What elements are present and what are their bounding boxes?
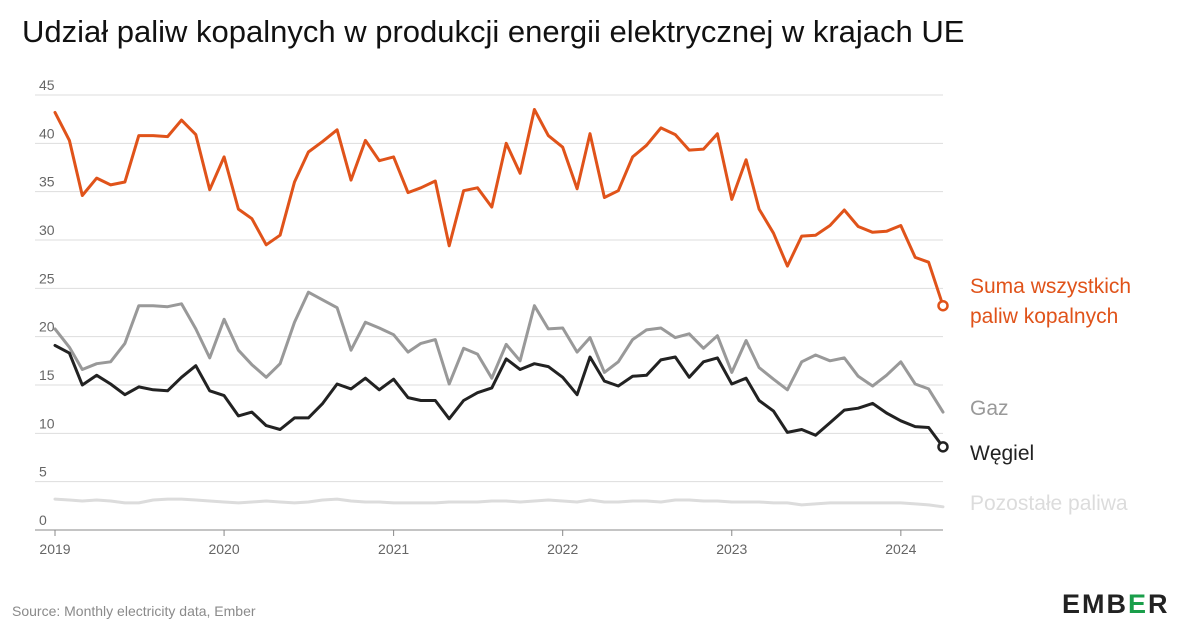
y-tick-label: 0 — [39, 512, 47, 528]
x-axis: 2019 2020 2021 2022 2023 2024 — [39, 530, 917, 557]
gridlines — [35, 94, 943, 531]
series-end-marker-wegiel — [937, 441, 949, 453]
series-end-marker-suma — [937, 299, 949, 312]
y-tick-label: 10 — [39, 415, 55, 431]
y-axis-ticks: 0 5 10 15 20 25 30 35 40 45 — [39, 77, 55, 528]
y-tick-label: 25 — [39, 270, 55, 286]
y-tick-label: 30 — [39, 222, 55, 238]
ember-logo: EMBER — [1062, 589, 1170, 619]
x-tick-label: 2021 — [378, 541, 409, 557]
series-line-wegiel — [53, 343, 945, 449]
series-lines — [53, 108, 949, 509]
series-line-gaz — [53, 290, 945, 414]
y-tick-label: 40 — [39, 125, 55, 141]
x-tick-label: 2020 — [208, 541, 239, 557]
series-label-gaz: Gaz — [970, 397, 1009, 420]
source-note: Source: Monthly electricity data, Ember — [12, 603, 256, 619]
series-label-wegiel: Węgiel — [970, 442, 1034, 465]
series-label-suma: paliw kopalnych — [970, 305, 1118, 328]
series-labels: Suma wszystkich paliw kopalnych Gaz Węgiel P… — [970, 275, 1131, 515]
series-line-suma — [53, 108, 945, 308]
y-tick-label: 5 — [39, 464, 47, 480]
series-line-pozostale — [53, 497, 945, 509]
x-tick-label: 2022 — [547, 541, 578, 557]
chart-title: Udział paliw kopalnych w produkcji energ… — [22, 14, 965, 49]
y-tick-label: 15 — [39, 367, 55, 383]
series-label-suma: Suma wszystkich — [970, 275, 1131, 298]
y-tick-label: 20 — [39, 319, 55, 335]
y-tick-label: 45 — [39, 77, 55, 93]
x-tick-label: 2024 — [885, 541, 916, 557]
y-tick-label: 35 — [39, 174, 55, 190]
x-tick-label: 2023 — [716, 541, 747, 557]
series-label-pozostale: Pozostałe paliwa — [970, 492, 1128, 515]
x-tick-label: 2019 — [39, 541, 70, 557]
